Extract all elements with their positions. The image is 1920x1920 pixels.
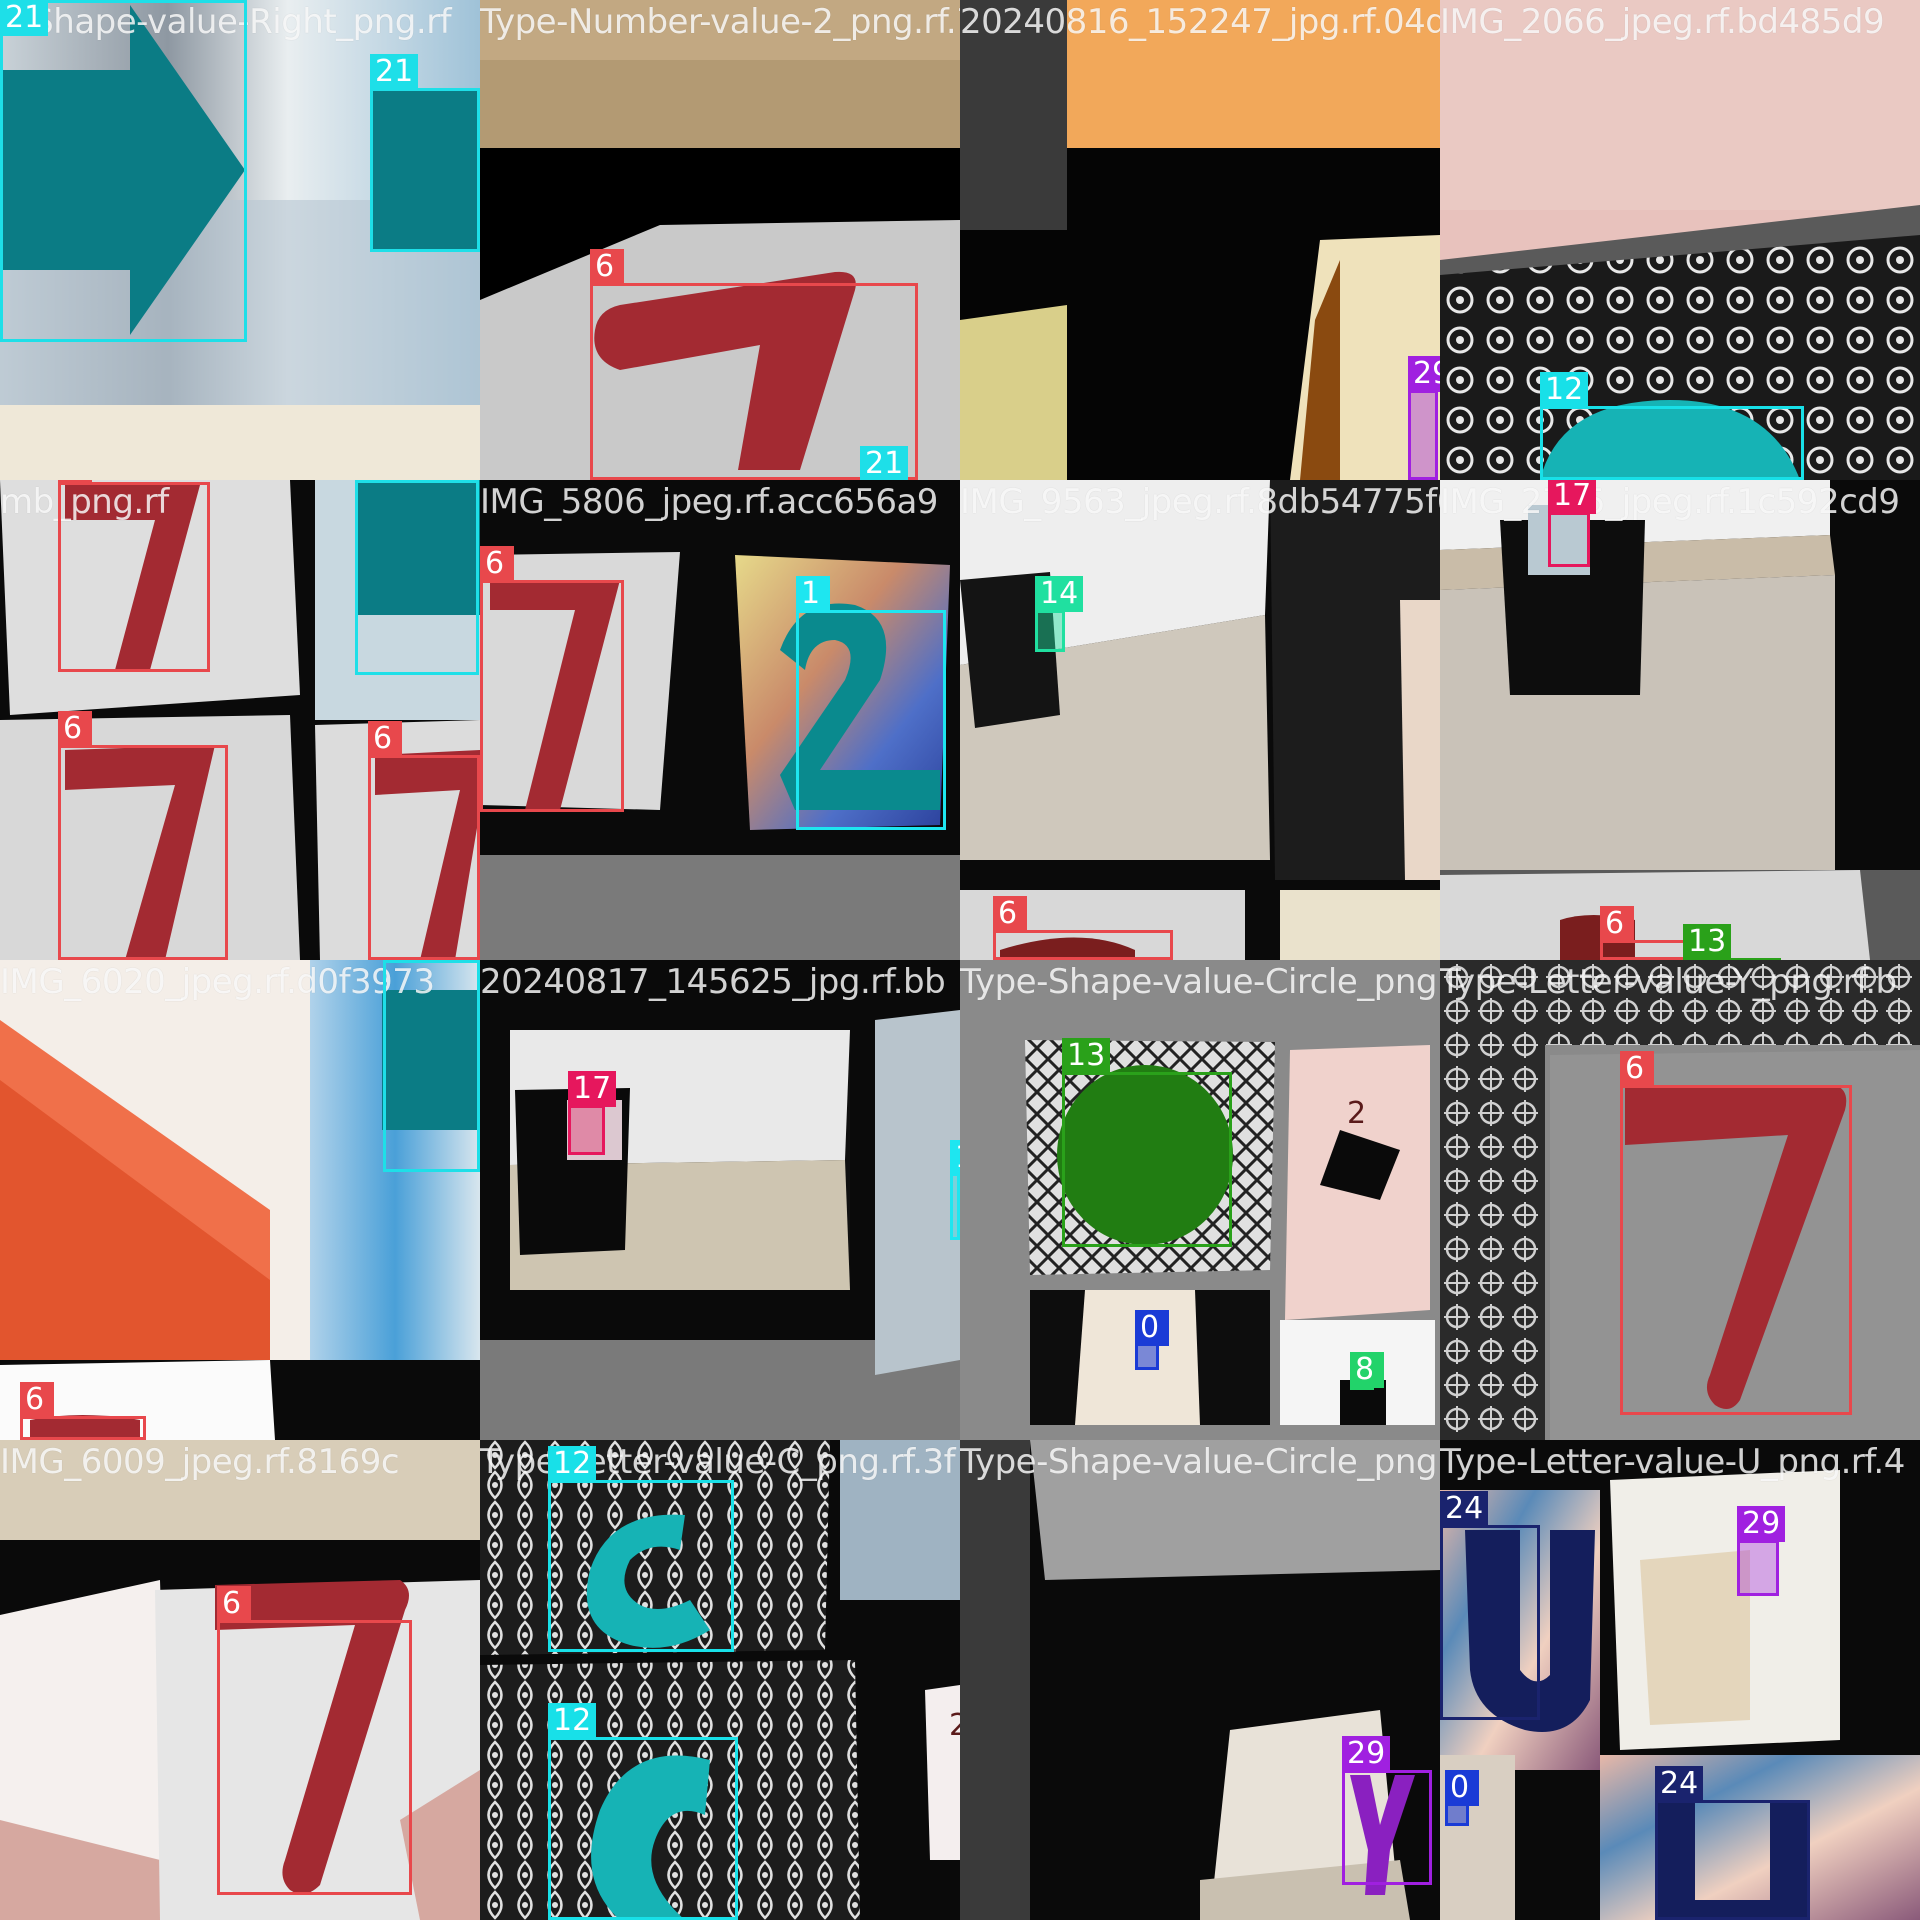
tile-image xyxy=(960,960,1440,1440)
bbox-label: 0 xyxy=(1135,1310,1169,1346)
bbox-label: 2 xyxy=(1347,1096,1367,1131)
bbox-class-0: 0 xyxy=(1445,1770,1479,1826)
bbox-label: 6 xyxy=(993,896,1027,932)
bbox-class-6: 6 xyxy=(58,711,228,960)
mosaic-tile: Type-Number-value-2_png.rf.73c2d648b 6 2… xyxy=(480,0,960,480)
bbox-class-21: 21 xyxy=(0,0,247,342)
tile-image xyxy=(960,480,1440,960)
bbox-label: 14 xyxy=(1035,576,1084,612)
bbox-label: 6 xyxy=(58,480,92,484)
bbox-class-12: 12 xyxy=(1540,372,1804,480)
mosaic-tile: e-Shape-value-Right_png.rf 21 21 xyxy=(0,0,480,480)
bbox-label: 6 xyxy=(1620,1051,1654,1087)
mosaic-tile: 20240817_145625_jpg.rf.bb 17 1 xyxy=(480,960,960,1440)
tile-image xyxy=(480,480,960,960)
tile-image xyxy=(960,0,1440,480)
bbox-class-24: 24 xyxy=(1655,1766,1810,1920)
bbox-label: 21 xyxy=(860,446,909,480)
bbox-label: 6 xyxy=(368,721,402,757)
bbox-class-6: 6 xyxy=(217,1586,412,1895)
tile-image xyxy=(1440,960,1920,1440)
bbox-class-6: 6 xyxy=(20,1382,146,1440)
bbox-label: 13 xyxy=(1062,1038,1111,1074)
bbox-label: 6 xyxy=(590,249,624,285)
bbox-class-29: 29 xyxy=(1342,1736,1432,1885)
bbox-class-13: 13 xyxy=(1683,924,1781,960)
tile-image xyxy=(0,1440,480,1920)
bbox-label: 6 xyxy=(20,1382,54,1418)
mosaic-tile: Type-Shape-value-Circle_png.rf. 13 2 0 8 xyxy=(960,960,1440,1440)
mosaic-tile: IMG_2775_jpeg.rf.1c592cd9 17 6 13 xyxy=(1440,480,1920,960)
bbox-label: 12 xyxy=(1540,372,1589,408)
tile-image xyxy=(960,1440,1440,1920)
bbox-class-21: 21 xyxy=(370,54,480,252)
tile-image xyxy=(1440,480,1920,960)
mosaic-tile: IMG_6009_jpeg.rf.8169c 6 xyxy=(0,1440,480,1920)
bbox-class-6: 6 xyxy=(480,546,624,812)
bbox-label: 21 xyxy=(383,960,432,962)
bbox-class-6: 6 xyxy=(590,249,918,480)
bbox-class-6: 6 xyxy=(1600,906,1690,960)
mosaic-tile: mb_png.rf 6 21 6 6 xyxy=(0,480,480,960)
bbox-label: 21 xyxy=(355,480,404,482)
mosaic-tile: Type-Letter-value-C_png.rf.3f 12 12 2 xyxy=(480,1440,960,1920)
bbox-label: 8 xyxy=(1350,1352,1384,1388)
bbox-class-12: 12 xyxy=(548,1703,738,1920)
bbox-class-6: 6 xyxy=(993,896,1173,960)
bbox-label: 1 xyxy=(950,1140,960,1176)
bbox-class-1: 1 xyxy=(950,1140,960,1240)
bbox-label: 6 xyxy=(1600,906,1634,942)
tile-image xyxy=(480,960,960,1440)
mosaic-tile: IMG_2066_jpeg.rf.bd485d9 12 xyxy=(1440,0,1920,480)
bbox-label: 0 xyxy=(1445,1770,1479,1806)
bbox-class-6: 6 xyxy=(58,480,210,672)
bbox-label: 13 xyxy=(1683,924,1732,960)
bbox-label: 6 xyxy=(480,546,514,582)
bbox-label: 6 xyxy=(217,1586,251,1622)
mosaic-tile: IMG_5806_jpeg.rf.acc656a9 6 1 xyxy=(480,480,960,960)
bbox-label: 24 xyxy=(1440,1491,1489,1527)
mosaic-tile: Type-Letter-value-U_png.rf.4 24 29 0 24 xyxy=(1440,1440,1920,1920)
bbox-class-21: 21 xyxy=(383,960,480,1172)
bbox-label: 17 xyxy=(1548,480,1597,514)
bbox-class-24: 24 xyxy=(1440,1491,1540,1720)
bbox-label: 21 xyxy=(0,0,49,36)
bbox-class-0: 0 xyxy=(1135,1310,1169,1370)
bbox-label: 1 xyxy=(796,576,830,612)
bbox-label: 17 xyxy=(568,1071,617,1107)
bbox-class-12: 12 xyxy=(548,1446,734,1652)
bbox-label: 12 xyxy=(548,1446,597,1482)
mosaic-tile: Type-Shape-value-Circle_png.rf. 29 xyxy=(960,1440,1440,1920)
tile-image xyxy=(1440,0,1920,480)
bbox-class-21: 21 xyxy=(355,480,479,675)
bbox-class-14: 14 xyxy=(1035,576,1084,652)
bbox-label: 29 xyxy=(1408,356,1440,392)
bbox-class-6: 6 xyxy=(368,721,480,960)
bbox-class-2: 2 xyxy=(944,1708,960,1743)
mosaic-tile: 20240816_152247_jpg.rf.04d0d4b2d1d 29 xyxy=(960,0,1440,480)
bbox-class-1: 1 xyxy=(796,576,946,830)
bbox-label: 21 xyxy=(370,54,419,90)
bbox-label: 12 xyxy=(548,1703,597,1739)
mosaic-tile: IMG_9563_jpeg.rf.8db54775f0 14 6 xyxy=(960,480,1440,960)
bbox-class-29: 29 xyxy=(1408,356,1440,480)
bbox-class-13: 13 xyxy=(1062,1038,1232,1247)
bbox-class-17: 17 xyxy=(568,1071,617,1155)
bbox-label: 29 xyxy=(1737,1506,1786,1542)
bbox-label: 29 xyxy=(1342,1736,1391,1772)
bbox-class-29: 29 xyxy=(1737,1506,1786,1596)
bbox-label: 2 xyxy=(949,1708,960,1743)
bbox-class-6: 6 xyxy=(1620,1051,1852,1415)
bbox-class-17: 17 xyxy=(1548,480,1597,567)
bbox-label: 24 xyxy=(1655,1766,1704,1802)
bbox-class-8: 8 xyxy=(1350,1352,1384,1390)
bbox-label: 6 xyxy=(58,711,92,747)
mosaic-tile: IMG_6020_jpeg.rf.d0f3973 21 6 xyxy=(0,960,480,1440)
mosaic-tile: Type-Letter-value-Y_png.rf.b 6 xyxy=(1440,960,1920,1440)
bbox-class-2: 2 xyxy=(1342,1096,1368,1152)
tile-image xyxy=(0,960,480,1440)
